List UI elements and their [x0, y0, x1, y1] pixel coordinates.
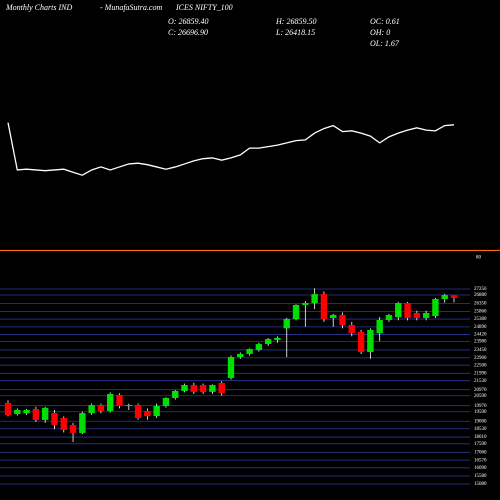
symbol: ICES NIFTY_100 — [175, 3, 233, 12]
candle-body — [246, 348, 253, 354]
y-tick-label: 23980 — [474, 340, 487, 345]
y-tick-label: 17590 — [474, 442, 487, 447]
candle-body — [302, 303, 309, 305]
candle-body — [209, 385, 216, 392]
candle-body — [97, 405, 105, 411]
y-tick-label: 17060 — [474, 450, 487, 455]
candle-body — [237, 353, 244, 358]
candle-body — [292, 304, 300, 320]
stat: C: 26696.90 — [168, 28, 208, 37]
candle-body — [181, 385, 188, 391]
candle-body — [60, 418, 67, 431]
candle-body — [450, 295, 458, 298]
candle-body — [283, 319, 290, 329]
candle-body — [348, 324, 355, 333]
y-tick-label: 25380 — [474, 317, 487, 322]
candle-body — [134, 405, 142, 419]
candle-body — [107, 393, 114, 411]
candle-body — [41, 407, 49, 420]
candle-body — [4, 402, 12, 415]
y-tick-label: 20590 — [474, 394, 487, 399]
y-tick-label: 15580 — [474, 474, 487, 479]
candle-body — [404, 303, 411, 318]
level-label: 80 — [476, 256, 482, 261]
candle-body — [339, 314, 346, 325]
candle-body — [162, 397, 170, 407]
candle-body — [422, 312, 430, 318]
y-tick-label: 21530 — [474, 379, 487, 384]
stat: OH: 0 — [370, 28, 390, 37]
candle-body — [32, 409, 40, 420]
y-tick-label: 16570 — [474, 458, 487, 463]
y-tick-label: 26350 — [474, 302, 487, 307]
source: - MunafaSutra.com — [100, 3, 162, 12]
chart-title: Monthly Charts IND — [5, 3, 72, 12]
candle-body — [274, 337, 281, 341]
y-tick-label: 23450 — [474, 348, 487, 353]
candle-body — [311, 294, 318, 304]
y-tick-label: 22960 — [474, 356, 487, 361]
candle-body — [125, 405, 132, 407]
y-tick-label: 25860 — [474, 309, 487, 314]
candle-body — [320, 294, 328, 320]
candle-body — [79, 413, 86, 433]
stat: OL: 1.67 — [370, 39, 400, 48]
candle-body — [376, 320, 383, 334]
candle-body — [144, 410, 151, 417]
candle-body — [23, 410, 30, 414]
candle-body — [218, 382, 225, 394]
candle-body — [264, 339, 272, 345]
y-tick-label: 19970 — [474, 404, 487, 409]
candle-body — [153, 406, 160, 417]
candle-body — [255, 344, 263, 350]
candle-body — [330, 314, 337, 318]
candle-body — [441, 295, 448, 300]
candle-body — [172, 390, 179, 398]
candle-body — [367, 329, 374, 353]
y-tick-label: 19000 — [474, 419, 487, 424]
y-tick-label: 15080 — [474, 482, 487, 487]
candle-body — [357, 332, 365, 353]
candle-body — [88, 405, 95, 414]
y-tick-label: 27256 — [474, 287, 487, 292]
candle-body — [190, 385, 198, 392]
y-tick-label: 26880 — [474, 293, 487, 298]
y-tick-label: 18530 — [474, 427, 487, 432]
y-tick-label: 20970 — [474, 388, 487, 393]
candle-body — [432, 299, 439, 317]
candle-body — [413, 312, 421, 318]
stat: O: 26859.40 — [168, 17, 208, 26]
candle-body — [69, 425, 77, 433]
candle-body — [395, 303, 402, 318]
candle-body — [14, 410, 21, 415]
indicator-line — [7, 122, 455, 176]
stat: OC: 0.61 — [370, 17, 400, 26]
y-tick-label: 21990 — [474, 371, 487, 376]
y-tick-label: 24890 — [474, 325, 487, 330]
y-tick-label: 24420 — [474, 333, 487, 338]
y-tick-label: 22500 — [474, 363, 487, 368]
candle-body — [51, 413, 58, 426]
y-tick-label: 18010 — [474, 435, 487, 440]
stat: L: 26418.15 — [275, 28, 315, 37]
y-tick-label: 16090 — [474, 466, 487, 471]
y-tick-label: 19590 — [474, 410, 487, 415]
candle-body — [385, 315, 393, 321]
candle-body — [199, 385, 207, 393]
stat: H: 26859.50 — [275, 17, 316, 26]
candle-body — [227, 357, 235, 378]
candle-body — [116, 394, 123, 407]
